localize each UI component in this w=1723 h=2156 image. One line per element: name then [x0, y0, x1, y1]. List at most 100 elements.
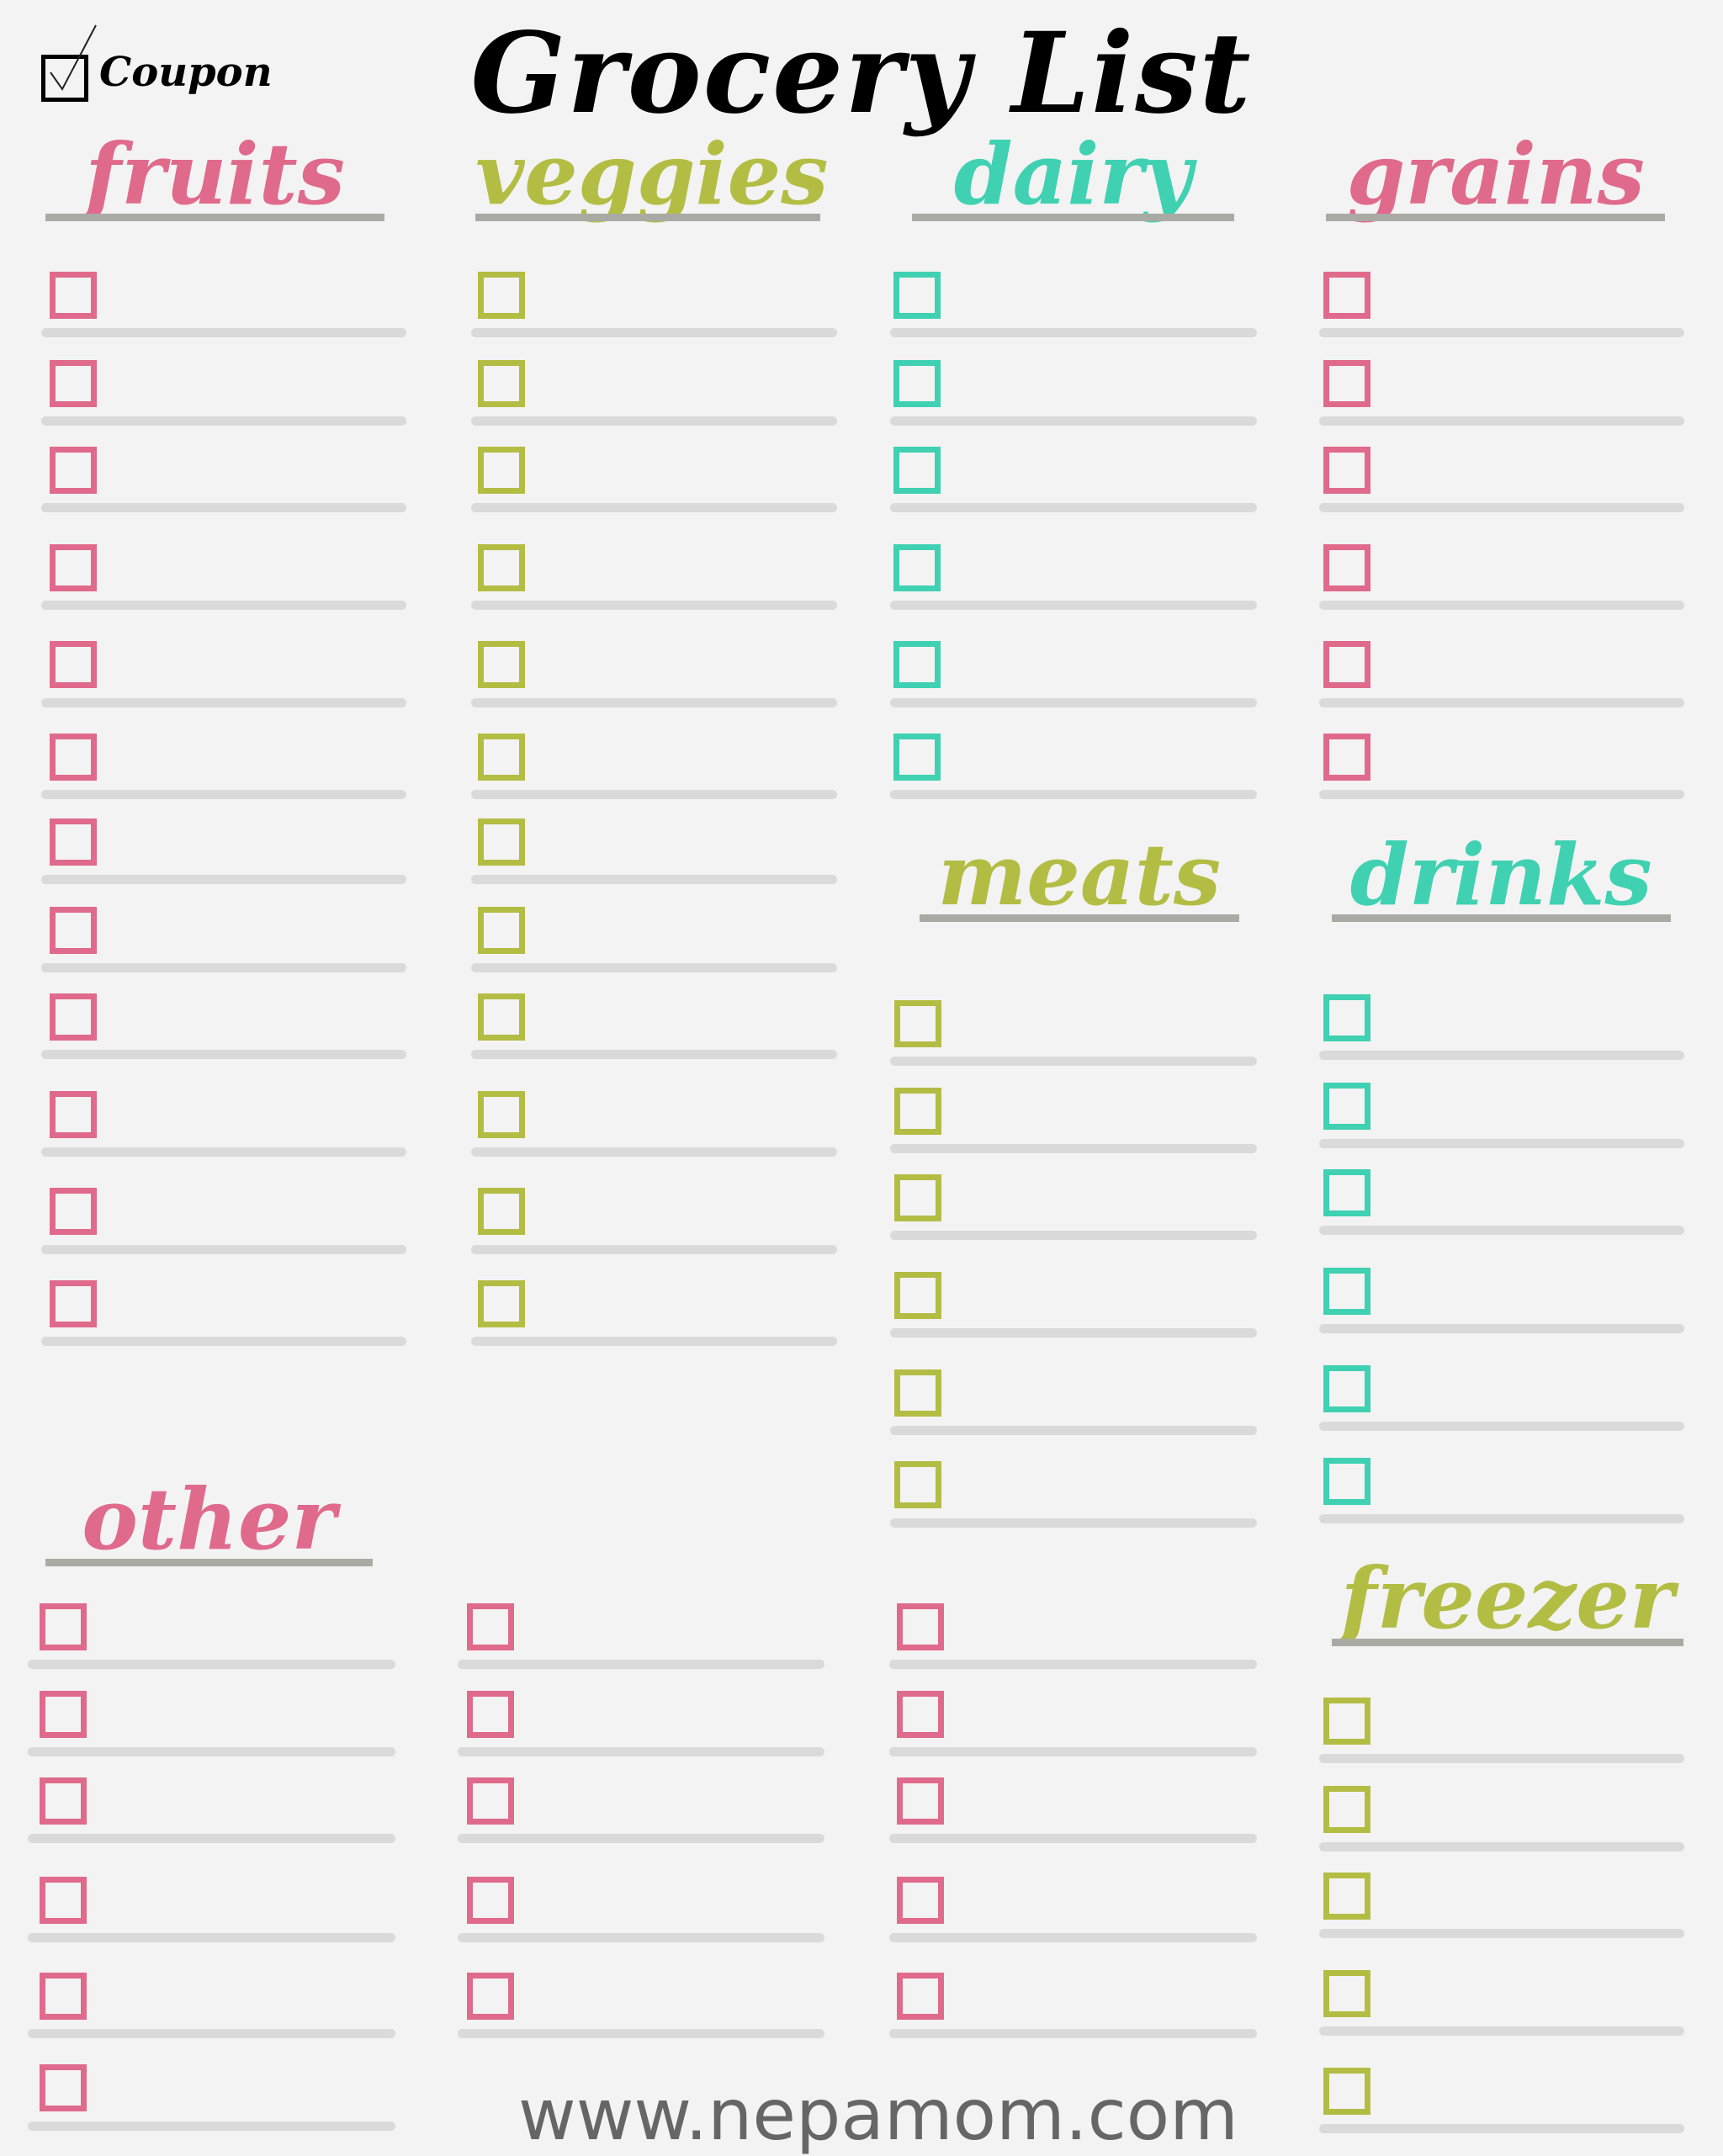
checkbox-drinks[interactable]	[1323, 994, 1370, 1042]
checkbox-grains[interactable]	[1323, 543, 1370, 591]
write-line-veggies[interactable]	[471, 1336, 837, 1346]
checkbox-other[interactable]	[40, 1691, 87, 1739]
write-line-freezer[interactable]	[1318, 1754, 1685, 1764]
checkbox-other[interactable]	[897, 1691, 945, 1739]
write-line-other[interactable]	[888, 2029, 1258, 2039]
checkbox-other[interactable]	[40, 1973, 87, 2020]
checkbox-veggies[interactable]	[478, 272, 526, 320]
checkbox-other[interactable]	[467, 1876, 515, 1924]
write-line-dairy[interactable]	[890, 789, 1258, 799]
write-line-drinks[interactable]	[1318, 1513, 1685, 1523]
write-line-grains[interactable]	[1318, 328, 1685, 338]
checkbox-other[interactable]	[897, 1876, 945, 1924]
checkbox-veggies[interactable]	[478, 1188, 526, 1236]
write-line-veggies[interactable]	[471, 1147, 837, 1157]
checkbox-freezer[interactable]	[1323, 1698, 1370, 1745]
write-line-veggies[interactable]	[471, 789, 837, 799]
checkbox-fruits[interactable]	[49, 446, 97, 494]
checkbox-fruits[interactable]	[49, 818, 97, 866]
checkbox-fruits[interactable]	[49, 543, 97, 591]
write-line-other[interactable]	[457, 1932, 824, 1942]
checkbox-meats[interactable]	[894, 1088, 942, 1136]
checkbox-veggies[interactable]	[478, 359, 526, 407]
checkbox-veggies[interactable]	[478, 641, 526, 689]
checkbox-other[interactable]	[40, 1602, 87, 1650]
write-line-fruits[interactable]	[40, 600, 407, 610]
write-line-other[interactable]	[457, 1659, 824, 1669]
write-line-other[interactable]	[27, 2121, 396, 2131]
checkbox-meats[interactable]	[894, 999, 942, 1047]
checkbox-drinks[interactable]	[1323, 1268, 1370, 1316]
checkbox-veggies[interactable]	[478, 733, 526, 781]
checkbox-dairy[interactable]	[893, 543, 941, 591]
checkbox-veggies[interactable]	[478, 1090, 526, 1138]
checkbox-grains[interactable]	[1323, 446, 1370, 494]
write-line-freezer[interactable]	[1318, 2123, 1685, 2133]
checkbox-veggies[interactable]	[478, 993, 526, 1041]
write-line-drinks[interactable]	[1318, 1051, 1685, 1061]
checkbox-dairy[interactable]	[893, 359, 941, 407]
write-line-meats[interactable]	[890, 1144, 1258, 1154]
checkbox-grains[interactable]	[1323, 359, 1370, 407]
checkbox-drinks[interactable]	[1323, 1082, 1370, 1130]
checkbox-other[interactable]	[40, 1876, 87, 1924]
write-line-dairy[interactable]	[890, 328, 1258, 338]
write-line-meats[interactable]	[890, 1518, 1258, 1528]
write-line-fruits[interactable]	[40, 789, 407, 799]
checkbox-meats[interactable]	[894, 1369, 942, 1417]
write-line-veggies[interactable]	[471, 600, 837, 610]
checkbox-drinks[interactable]	[1323, 1365, 1370, 1413]
write-line-drinks[interactable]	[1318, 1324, 1685, 1334]
checkbox-fruits[interactable]	[49, 359, 97, 407]
write-line-fruits[interactable]	[40, 875, 407, 885]
checkbox-other[interactable]	[897, 1973, 945, 2020]
coupon-checkbox[interactable]	[41, 55, 88, 102]
checkbox-veggies[interactable]	[478, 818, 526, 866]
write-line-dairy[interactable]	[890, 697, 1258, 707]
write-line-veggies[interactable]	[471, 416, 837, 426]
checkbox-fruits[interactable]	[49, 993, 97, 1041]
write-line-meats[interactable]	[890, 1231, 1258, 1241]
write-line-dairy[interactable]	[890, 600, 1258, 610]
write-line-freezer[interactable]	[1318, 1928, 1685, 1938]
write-line-grains[interactable]	[1318, 416, 1685, 426]
write-line-veggies[interactable]	[471, 1049, 837, 1059]
checkbox-dairy[interactable]	[893, 446, 941, 494]
write-line-fruits[interactable]	[40, 697, 407, 707]
write-line-other[interactable]	[27, 1932, 396, 1942]
checkbox-other[interactable]	[467, 1691, 515, 1739]
checkbox-veggies[interactable]	[478, 906, 526, 954]
checkbox-grains[interactable]	[1323, 733, 1370, 781]
write-line-veggies[interactable]	[471, 328, 837, 338]
checkbox-drinks[interactable]	[1323, 1457, 1370, 1505]
checkbox-other[interactable]	[467, 1973, 515, 2020]
write-line-freezer[interactable]	[1318, 1841, 1685, 1851]
checkbox-freezer[interactable]	[1323, 1872, 1370, 1920]
checkbox-veggies[interactable]	[478, 1279, 526, 1327]
checkbox-freezer[interactable]	[1323, 1969, 1370, 2017]
write-line-fruits[interactable]	[40, 502, 407, 512]
write-line-veggies[interactable]	[471, 502, 837, 512]
write-line-other[interactable]	[27, 1659, 396, 1669]
write-line-grains[interactable]	[1318, 600, 1685, 610]
checkbox-veggies[interactable]	[478, 446, 526, 494]
write-line-other[interactable]	[457, 1834, 824, 1844]
write-line-other[interactable]	[888, 1747, 1258, 1757]
write-line-veggies[interactable]	[471, 1244, 837, 1254]
write-line-veggies[interactable]	[471, 697, 837, 707]
write-line-other[interactable]	[457, 1747, 824, 1757]
checkbox-fruits[interactable]	[49, 733, 97, 781]
write-line-other[interactable]	[888, 1659, 1258, 1669]
checkbox-dairy[interactable]	[893, 641, 941, 689]
write-line-other[interactable]	[27, 1747, 396, 1757]
checkbox-freezer[interactable]	[1323, 1785, 1370, 1833]
checkbox-other[interactable]	[40, 1777, 87, 1825]
write-line-drinks[interactable]	[1318, 1422, 1685, 1432]
write-line-fruits[interactable]	[40, 416, 407, 426]
write-line-drinks[interactable]	[1318, 1138, 1685, 1148]
write-line-drinks[interactable]	[1318, 1225, 1685, 1235]
checkbox-fruits[interactable]	[49, 1090, 97, 1138]
checkbox-drinks[interactable]	[1323, 1168, 1370, 1216]
checkbox-grains[interactable]	[1323, 641, 1370, 689]
checkbox-freezer[interactable]	[1323, 2067, 1370, 2115]
